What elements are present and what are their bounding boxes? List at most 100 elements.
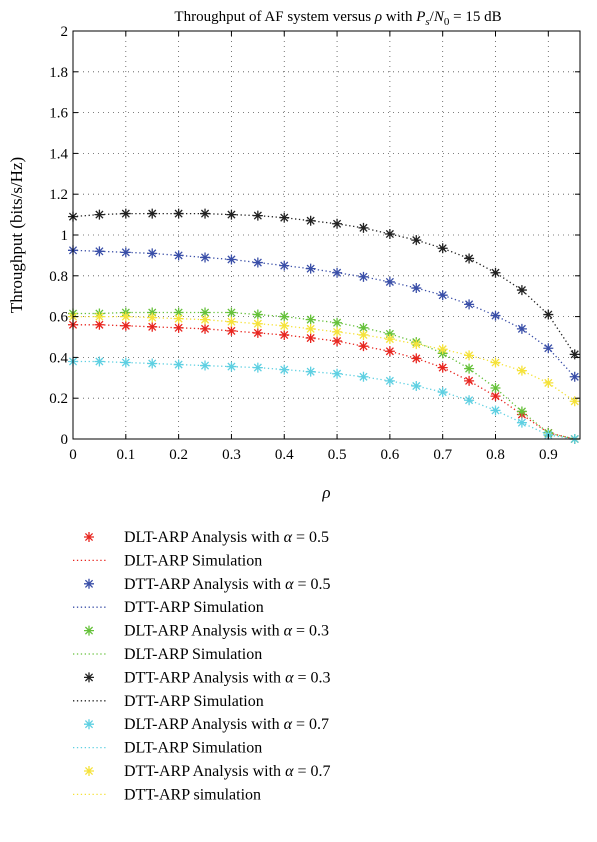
data-point-series-4: [305, 366, 316, 377]
y-tick-label: 1: [61, 228, 69, 244]
series-line-2: [73, 311, 575, 440]
legend-entry: DTT-ARP Analysis with α = 0.5: [84, 576, 331, 593]
legend-entry: DTT-ARP Analysis with α = 0.3: [84, 669, 331, 686]
data-point-series-5: [358, 329, 369, 340]
data-point-series-0: [200, 323, 211, 334]
data-point-series-0: [173, 322, 184, 333]
data-point-series-3: [490, 267, 501, 278]
chart-title: Throughput of AF system versus ρ with Ps…: [174, 9, 501, 28]
grid-lines: [73, 31, 580, 439]
data-point-series-4: [200, 360, 211, 371]
data-point-series-3: [173, 208, 184, 219]
data-point-series-1: [94, 246, 105, 257]
x-tick-label: 0.7: [433, 447, 452, 463]
data-point-series-4: [332, 368, 343, 379]
y-tick-label: 0.4: [49, 350, 68, 366]
data-point-series-2: [279, 311, 290, 322]
legend-entry: DLT-ARP Simulation: [73, 552, 262, 569]
data-point-series-3: [200, 208, 211, 219]
y-tick-label: 0.2: [49, 391, 68, 407]
data-point-series-4: [384, 375, 395, 386]
legend-label: DTT-ARP Simulation: [124, 693, 264, 710]
data-point-series-1: [147, 248, 158, 259]
data-point-series-5: [543, 377, 554, 388]
legend-entry: DTT-ARP Simulation: [73, 693, 264, 710]
x-tick-label: 0: [69, 447, 77, 463]
legend-label: DLT-ARP Simulation: [124, 740, 262, 757]
x-tick-label: 0.8: [486, 447, 505, 463]
legend-entry: DLT-ARP Analysis with α = 0.7: [84, 716, 329, 733]
x-tick-label: 0.5: [328, 447, 347, 463]
data-point-series-5: [279, 320, 290, 331]
legend-marker: [84, 766, 94, 776]
legend-label: DTT-ARP Analysis with α = 0.7: [124, 763, 331, 780]
data-point-series-4: [358, 371, 369, 382]
data-point-series-5: [173, 313, 184, 324]
data-point-series-2: [464, 363, 475, 374]
y-tick-label: 0.6: [49, 310, 68, 326]
legend-marker: [84, 625, 94, 636]
data-point-series-3: [358, 222, 369, 233]
data-point-series-1: [173, 250, 184, 261]
data-point-series-5: [516, 365, 527, 376]
data-point-series-2: [147, 307, 158, 318]
data-point-series-2: [173, 307, 184, 318]
data-point-series-4: [437, 387, 448, 398]
data-point-series-0: [279, 329, 290, 340]
data-point-series-3: [94, 209, 105, 220]
data-point-series-3: [147, 208, 158, 219]
data-point-series-2: [490, 383, 501, 393]
x-axis-label: ρ: [321, 483, 330, 502]
legend-label: DTT-ARP simulation: [124, 786, 261, 803]
data-point-series-1: [200, 252, 211, 263]
data-point-series-3: [332, 218, 343, 229]
data-point-series-1: [252, 257, 263, 268]
data-point-series-1: [120, 247, 131, 258]
legend-label: DTT-ARP Analysis with α = 0.3: [124, 669, 331, 686]
legend-entry: DLT-ARP Analysis with α = 0.5: [84, 529, 329, 546]
legend-label: DLT-ARP Analysis with α = 0.5: [124, 529, 329, 546]
data-point-series-3: [516, 285, 527, 296]
series-line-1: [72, 249, 576, 378]
data-point-series-1: [437, 290, 448, 301]
data-point-series-3: [384, 228, 395, 239]
series-line-4: [73, 360, 575, 440]
legend-entry: DLT-ARP Analysis with α = 0.3: [84, 623, 329, 640]
data-point-series-0: [94, 319, 105, 330]
x-tick-label: 0.4: [275, 447, 294, 463]
data-point-series-2: [226, 307, 237, 318]
x-tick-label: 0.2: [169, 447, 188, 463]
data-point-series-2: [332, 317, 343, 328]
data-point-series-0: [305, 333, 316, 344]
data-point-series-0: [147, 321, 158, 332]
data-point-series-5: [305, 323, 316, 334]
legend-entry: DLT-ARP Simulation: [73, 740, 262, 757]
data-point-series-1: [569, 371, 580, 382]
legend-entry: DTT-ARP simulation: [73, 786, 261, 803]
data-point-series-3: [543, 309, 554, 320]
data-point-series-4: [94, 356, 105, 367]
y-tick-label: 1.2: [49, 187, 68, 203]
data-point-series-4: [464, 395, 475, 406]
data-point-series-5: [200, 314, 211, 325]
data-point-series-5: [437, 344, 448, 355]
data-point-series-4: [279, 364, 290, 375]
data-point-series-0: [120, 320, 131, 331]
data-point-series-0: [411, 353, 422, 364]
y-tick-label: 1.6: [49, 106, 68, 122]
axis-ticks: 0 0.1 0.2 0.3 0.4 0.5 0.6 0.7 0.8 0.9 0 0.2 0.4 0.6 0.…: [49, 24, 580, 463]
y-axis-label: Throughput (bits/s/Hz): [7, 157, 26, 313]
data-point-series-1: [279, 260, 290, 271]
legend-marker: [84, 719, 94, 730]
data-point-series-5: [332, 326, 343, 337]
y-tick-label: 2: [61, 24, 69, 40]
data-point-series-2: [358, 322, 369, 333]
y-tick-label: 0: [61, 432, 69, 448]
data-point-series-3: [464, 253, 475, 264]
data-point-series-3: [279, 212, 290, 223]
data-point-series-5: [384, 334, 395, 345]
data-point-series-4: [411, 380, 422, 391]
x-tick-label: 0.6: [381, 447, 400, 463]
data-point-series-5: [147, 312, 158, 323]
